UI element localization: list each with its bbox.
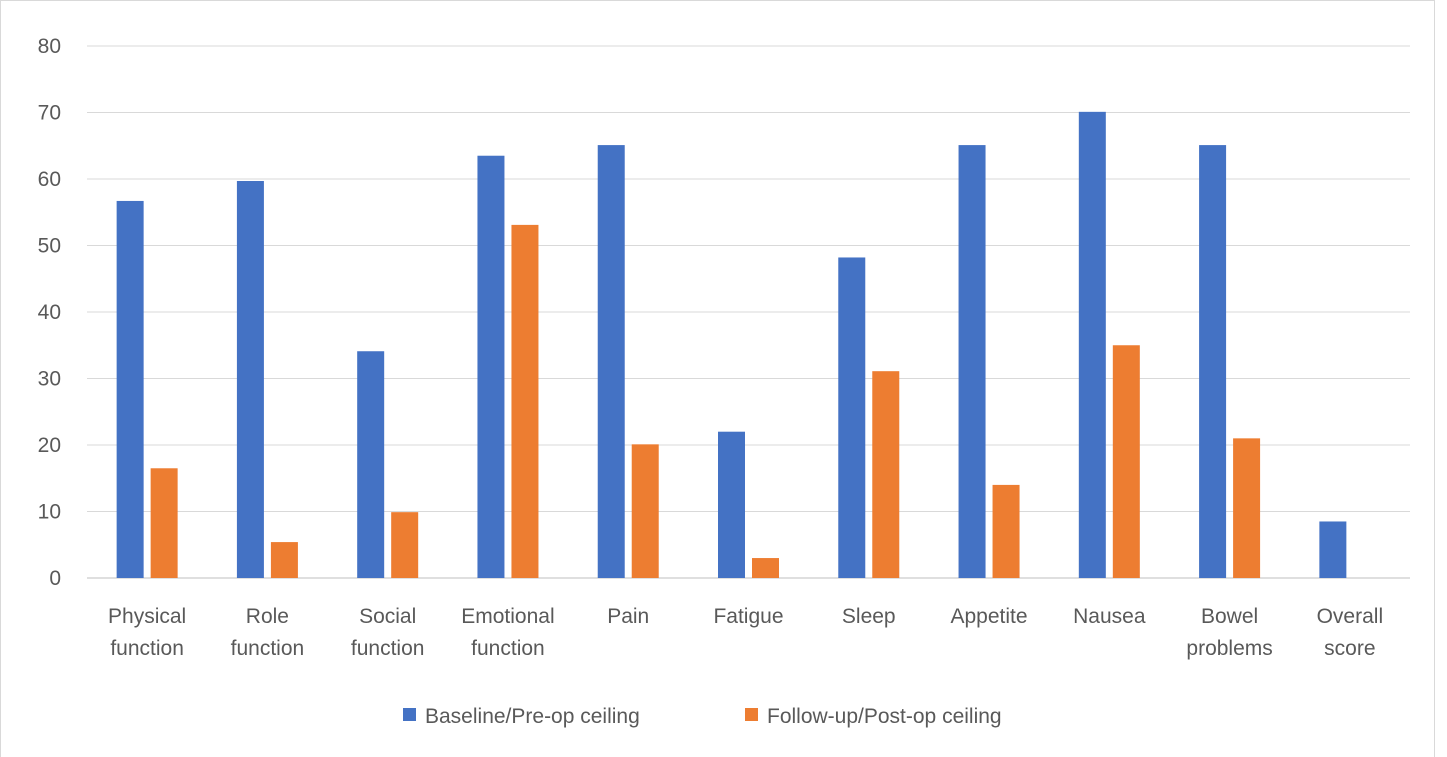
bar-followup	[391, 512, 419, 578]
legend-swatch	[403, 708, 416, 721]
x-category-label: function	[110, 637, 184, 660]
y-tick-label: 30	[38, 368, 61, 391]
gridlines	[87, 45, 1410, 579]
x-category-label: function	[471, 637, 545, 660]
bar-followup	[752, 558, 779, 578]
x-category-label: score	[1324, 637, 1375, 660]
legend: Baseline/Pre-op ceiling Follow-up/Post-op…	[403, 705, 1002, 728]
bar-followup	[1112, 345, 1140, 578]
bar-followup	[872, 371, 900, 578]
y-tick-label: 0	[49, 567, 61, 590]
x-category-label: function	[351, 637, 425, 660]
y-axis-ticks: 0 10 20 30 40 50 60 70 80	[38, 35, 61, 590]
y-tick-label: 10	[38, 501, 61, 524]
x-category-label: Role	[246, 605, 289, 628]
bar-baseline	[1078, 111, 1106, 579]
bar-followup	[631, 444, 659, 578]
y-tick-label: 40	[38, 301, 61, 324]
x-category-label: Physical	[108, 605, 186, 628]
x-category-label: Bowel	[1201, 605, 1258, 628]
bar-baseline	[597, 145, 625, 578]
x-category-label: Sleep	[842, 605, 896, 628]
bar-followup	[270, 542, 298, 578]
y-tick-label: 60	[38, 168, 61, 191]
bar-baseline	[1199, 145, 1227, 578]
bar-baseline	[236, 180, 264, 578]
x-axis-labels: Physical function Role function Social functi…	[108, 605, 1383, 660]
bar-baseline	[357, 351, 385, 578]
x-category-label: Nausea	[1073, 605, 1146, 628]
x-category-label: Emotional	[461, 605, 554, 628]
bar-baseline	[958, 145, 986, 578]
x-category-label: Fatigue	[713, 605, 783, 628]
y-tick-label: 50	[38, 235, 61, 258]
bar-baseline	[718, 431, 745, 578]
bar-baseline	[838, 257, 866, 578]
x-category-label: function	[231, 637, 305, 660]
legend-label: Follow-up/Post-op ceiling	[767, 705, 1002, 728]
bar-baseline	[116, 200, 144, 578]
bar-baseline	[477, 155, 505, 578]
bar-followup	[1233, 438, 1261, 578]
x-category-label: problems	[1186, 637, 1272, 660]
bar-followup	[992, 484, 1020, 578]
bar-followup	[511, 224, 539, 578]
x-category-label: Overall	[1317, 605, 1384, 628]
x-category-label: Pain	[607, 605, 649, 628]
x-category-label: Social	[359, 605, 416, 628]
bars	[116, 111, 1347, 579]
bar-followup	[150, 468, 178, 578]
legend-label: Baseline/Pre-op ceiling	[425, 705, 640, 728]
y-tick-label: 70	[38, 102, 61, 125]
y-tick-label: 80	[38, 35, 61, 58]
legend-swatch	[745, 708, 758, 721]
y-tick-label: 20	[38, 434, 61, 457]
bar-baseline	[1319, 521, 1347, 578]
x-category-label: Appetite	[951, 605, 1028, 628]
